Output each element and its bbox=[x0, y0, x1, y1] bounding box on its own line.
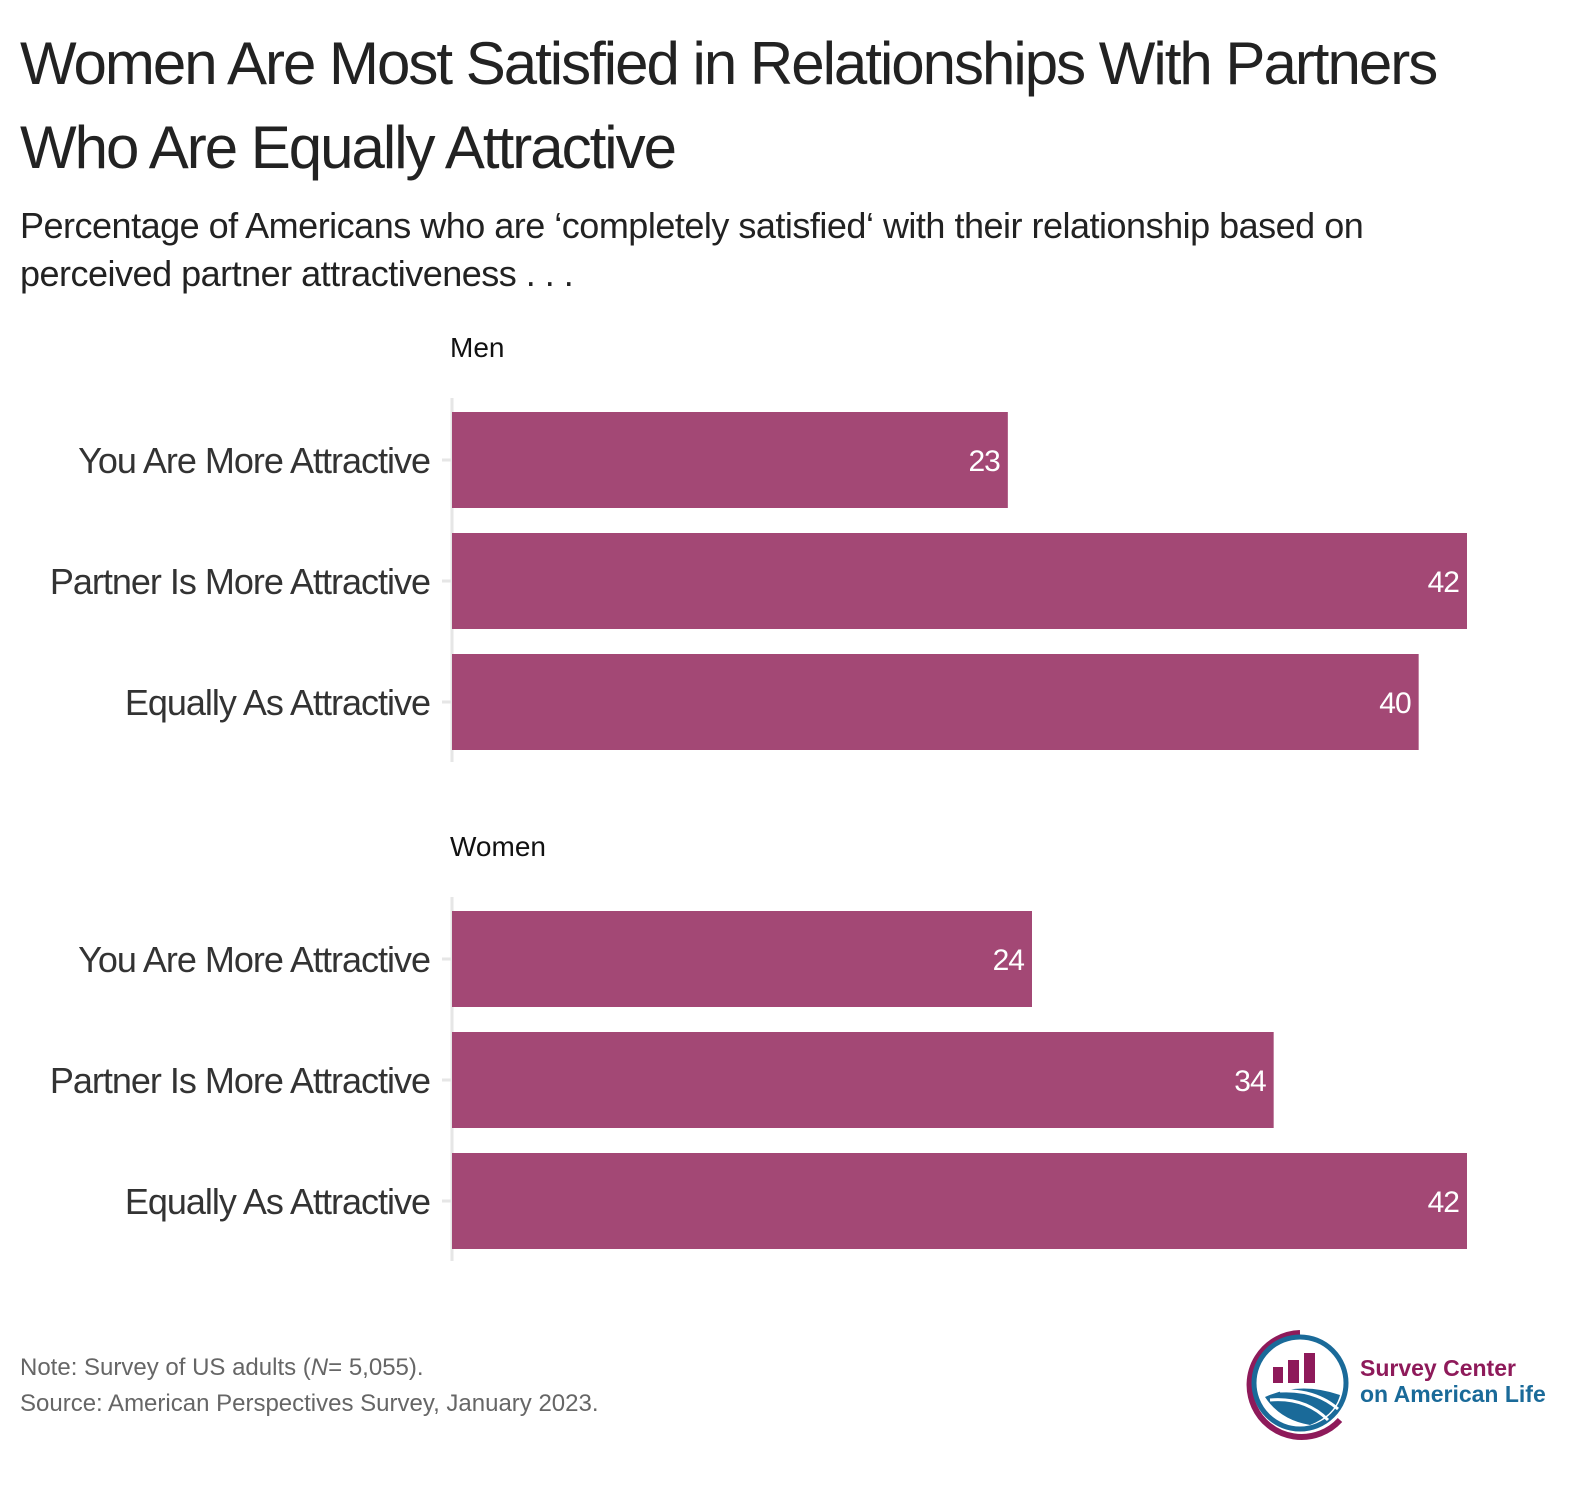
bar bbox=[452, 911, 1032, 1007]
logo-line2: on American Life bbox=[1360, 1381, 1546, 1407]
category-label: You Are More Attractive bbox=[78, 939, 430, 980]
data-label: 42 bbox=[1428, 566, 1460, 599]
footnote: Note: Survey of US adults (N= 5,055). So… bbox=[20, 1350, 599, 1422]
data-label: 24 bbox=[993, 944, 1025, 977]
data-label: 42 bbox=[1428, 1186, 1460, 1219]
bar bbox=[452, 533, 1467, 629]
note-suffix: = 5,055). bbox=[328, 1354, 424, 1381]
bar-chart: You Are More Attractive 23 Partner Is More… bbox=[50, 398, 1467, 1261]
data-label: 23 bbox=[968, 445, 1000, 478]
bar bbox=[452, 412, 1008, 508]
bar bbox=[452, 1032, 1274, 1128]
note-prefix: Note: Survey of US adults ( bbox=[20, 1354, 311, 1381]
logo-line1: Survey Center bbox=[1360, 1355, 1516, 1381]
data-label: 34 bbox=[1234, 1065, 1266, 1098]
category-label: Equally As Attractive bbox=[125, 1181, 430, 1222]
data-label: 40 bbox=[1379, 687, 1411, 720]
note-n: N bbox=[310, 1354, 329, 1381]
survey-center-logo: Survey Center on American Life bbox=[1240, 1325, 1580, 1445]
note-line: Note: Survey of US adults (N= 5,055). bbox=[20, 1350, 599, 1386]
bar bbox=[452, 1153, 1467, 1249]
category-label: Partner Is More Attractive bbox=[50, 561, 430, 602]
chart-title: Women Are Most Satisfied in Relationship… bbox=[20, 30, 1438, 181]
chart-subtitle: Percentage of Americans who are ‘complet… bbox=[20, 205, 1364, 294]
category-label: Partner Is More Attractive bbox=[50, 1060, 430, 1101]
bar bbox=[452, 654, 1419, 750]
facet-label-men: Men bbox=[450, 332, 505, 363]
category-label: You Are More Attractive bbox=[78, 440, 430, 481]
facet-label-women: Women bbox=[450, 831, 546, 862]
logo-emblem-icon bbox=[1246, 1330, 1349, 1440]
category-label: Equally As Attractive bbox=[125, 682, 430, 723]
source-line: Source: American Perspectives Survey, Ja… bbox=[20, 1390, 599, 1417]
